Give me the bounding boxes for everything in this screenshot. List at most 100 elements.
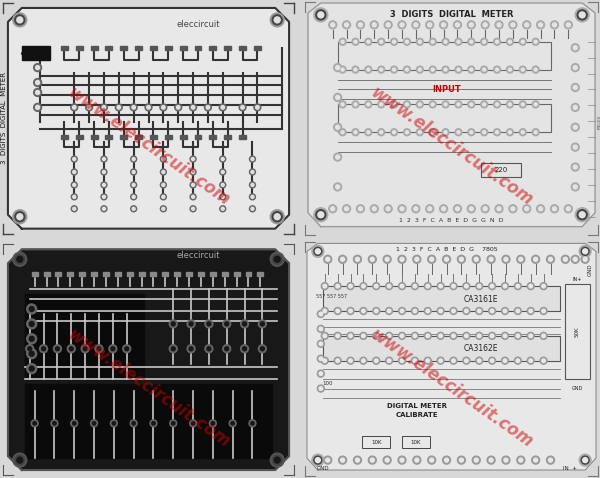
- Circle shape: [349, 359, 352, 362]
- Circle shape: [189, 322, 193, 326]
- Circle shape: [101, 194, 107, 200]
- Circle shape: [160, 104, 167, 111]
- Circle shape: [391, 129, 398, 136]
- Circle shape: [334, 183, 341, 191]
- Circle shape: [440, 21, 448, 29]
- Circle shape: [413, 284, 416, 288]
- Circle shape: [360, 332, 367, 339]
- Circle shape: [413, 309, 416, 313]
- Text: 1  2  3  F  C  A  B  E  D  G  G  N  D: 1 2 3 F C A B E D G G N D: [399, 218, 504, 223]
- Circle shape: [190, 182, 196, 188]
- Bar: [163, 272, 168, 276]
- Circle shape: [365, 38, 372, 45]
- Circle shape: [412, 357, 418, 364]
- Circle shape: [482, 103, 485, 106]
- Circle shape: [110, 420, 118, 427]
- Circle shape: [160, 182, 166, 188]
- Circle shape: [571, 64, 579, 72]
- Circle shape: [520, 38, 526, 45]
- Circle shape: [412, 307, 418, 315]
- Circle shape: [573, 46, 577, 50]
- Text: DIGITAL METER: DIGITAL METER: [387, 403, 447, 410]
- Circle shape: [398, 255, 406, 263]
- Circle shape: [516, 284, 520, 288]
- Circle shape: [71, 104, 78, 111]
- Circle shape: [322, 307, 328, 315]
- Circle shape: [368, 456, 376, 464]
- Circle shape: [205, 320, 213, 328]
- Circle shape: [476, 307, 482, 315]
- Circle shape: [573, 257, 577, 261]
- Circle shape: [400, 458, 404, 462]
- Bar: [179, 46, 187, 50]
- Circle shape: [428, 207, 432, 211]
- Bar: [25, 383, 272, 458]
- Circle shape: [489, 458, 493, 462]
- Circle shape: [355, 257, 359, 261]
- Circle shape: [317, 311, 324, 317]
- Circle shape: [360, 282, 367, 290]
- Circle shape: [338, 456, 347, 464]
- Circle shape: [250, 206, 256, 212]
- Bar: [120, 135, 127, 139]
- Circle shape: [314, 456, 322, 464]
- Circle shape: [353, 456, 361, 464]
- Circle shape: [319, 387, 323, 391]
- Circle shape: [503, 284, 507, 288]
- Circle shape: [383, 255, 391, 263]
- Circle shape: [539, 23, 542, 27]
- Circle shape: [40, 345, 47, 353]
- Circle shape: [220, 206, 226, 212]
- Circle shape: [354, 103, 357, 106]
- Circle shape: [429, 38, 436, 45]
- Circle shape: [563, 257, 568, 261]
- Circle shape: [504, 458, 508, 462]
- Circle shape: [329, 21, 337, 29]
- Circle shape: [175, 104, 182, 111]
- Circle shape: [442, 23, 446, 27]
- Circle shape: [431, 40, 434, 43]
- Circle shape: [455, 101, 462, 108]
- Circle shape: [343, 21, 350, 29]
- Circle shape: [73, 171, 76, 174]
- Circle shape: [334, 357, 341, 364]
- Circle shape: [354, 68, 357, 71]
- Circle shape: [341, 40, 344, 43]
- Circle shape: [97, 347, 101, 351]
- Circle shape: [565, 205, 572, 213]
- Circle shape: [191, 422, 195, 425]
- Circle shape: [241, 345, 248, 353]
- Circle shape: [71, 206, 77, 212]
- Circle shape: [220, 156, 226, 162]
- Circle shape: [341, 103, 344, 106]
- Circle shape: [187, 320, 195, 328]
- Circle shape: [171, 347, 175, 351]
- Circle shape: [503, 309, 507, 313]
- Circle shape: [102, 106, 106, 109]
- Bar: [103, 272, 109, 276]
- Circle shape: [34, 103, 41, 111]
- Circle shape: [482, 68, 485, 71]
- Circle shape: [190, 169, 196, 175]
- Circle shape: [452, 284, 455, 288]
- Bar: [209, 135, 217, 139]
- Circle shape: [424, 332, 431, 339]
- Circle shape: [191, 106, 195, 109]
- Circle shape: [274, 17, 280, 23]
- Circle shape: [431, 130, 434, 134]
- Bar: [174, 272, 180, 276]
- Circle shape: [150, 420, 157, 427]
- Circle shape: [398, 332, 406, 339]
- Circle shape: [391, 38, 398, 45]
- Circle shape: [349, 284, 352, 288]
- Bar: [323, 336, 560, 361]
- Circle shape: [362, 309, 365, 313]
- Circle shape: [398, 357, 406, 364]
- Text: 220: 220: [494, 167, 508, 173]
- Circle shape: [534, 40, 537, 43]
- Text: 10K: 10K: [371, 440, 382, 445]
- Circle shape: [437, 282, 444, 290]
- Circle shape: [437, 307, 444, 315]
- Circle shape: [81, 345, 89, 353]
- Circle shape: [418, 68, 421, 71]
